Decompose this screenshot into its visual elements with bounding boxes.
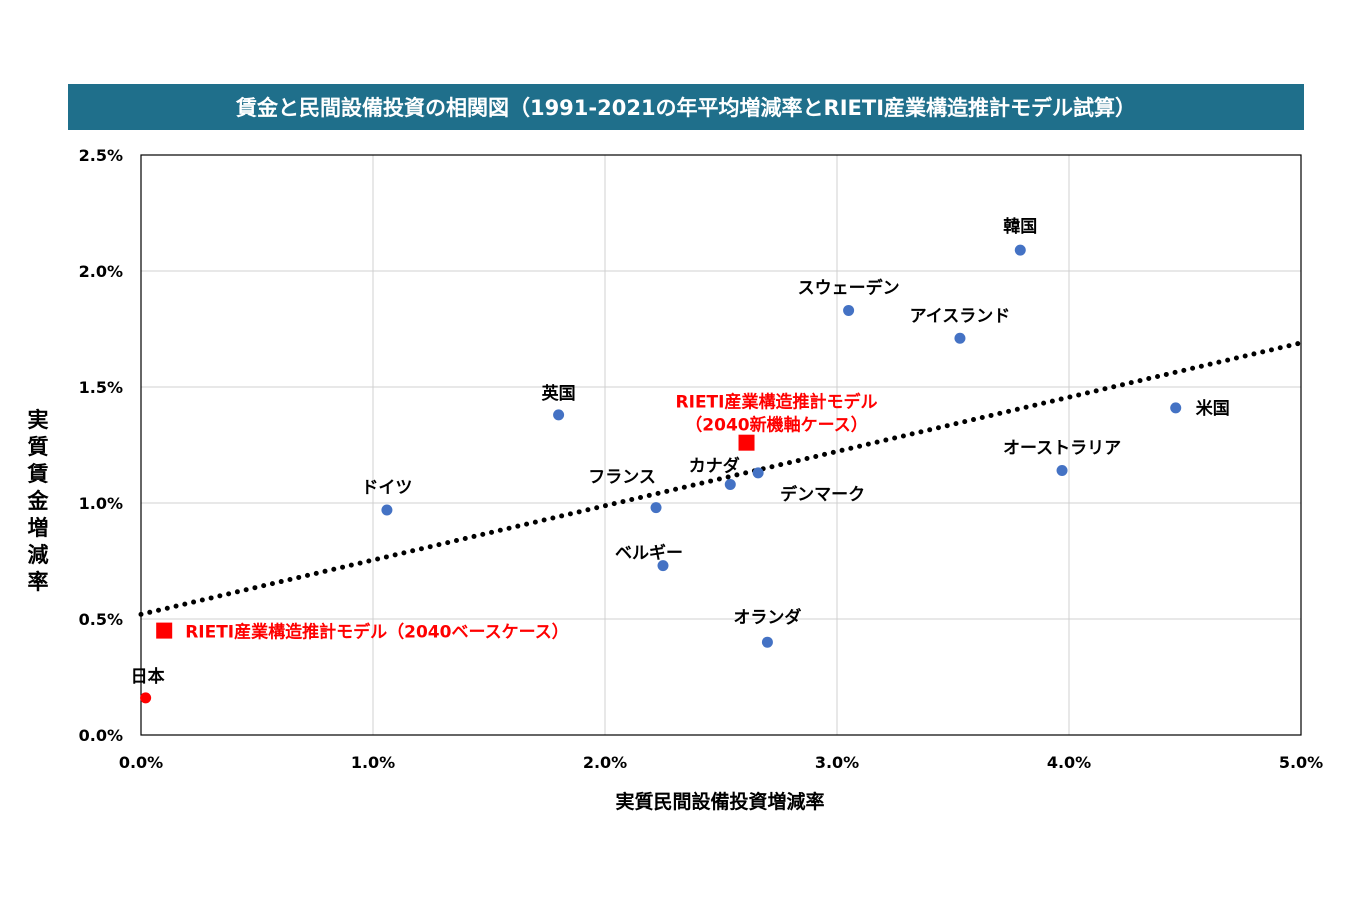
- point-label: カナダ: [689, 455, 740, 476]
- data-point: [752, 467, 764, 479]
- chart-title: 賃金と民間設備投資の相関図（1991-2021の年平均増減率とRIETI産業構造…: [68, 84, 1304, 130]
- model-point: [156, 622, 173, 639]
- point-label: スウェーデン: [798, 277, 900, 298]
- model-point: [738, 434, 755, 451]
- x-tick-label: 4.0%: [1047, 753, 1091, 772]
- data-point: [140, 692, 152, 704]
- x-tick-label: 2.0%: [583, 753, 627, 772]
- point-label: アイスランド: [910, 306, 1011, 326]
- x-tick-label: 1.0%: [351, 753, 395, 772]
- plot-frame: [140, 154, 1302, 736]
- trendline-layer: [138, 340, 1304, 617]
- point-label: フランス: [588, 468, 656, 488]
- point-label: 英国: [542, 383, 576, 404]
- x-tick-label: 3.0%: [815, 753, 859, 772]
- point-label: 米国: [1196, 398, 1230, 419]
- y-tick-label: 0.0%: [79, 726, 123, 745]
- y-tick-label: 2.0%: [79, 262, 123, 281]
- point-label: 韓国: [1003, 216, 1037, 237]
- data-point: [724, 478, 736, 490]
- x-tick-label: 5.0%: [1279, 753, 1323, 772]
- point-label: オランダ: [733, 607, 801, 628]
- data-point: [553, 409, 565, 421]
- x-tick-label: 0.0%: [119, 753, 163, 772]
- data-point: [954, 332, 966, 344]
- data-point: [1014, 244, 1026, 256]
- point-label: デンマーク: [780, 484, 865, 505]
- data-point: [381, 504, 393, 516]
- data-point: [657, 560, 669, 572]
- data-point: [761, 636, 773, 648]
- y-tick-label: 2.5%: [79, 146, 123, 165]
- model-label: RIETI産業構造推計モデル: [676, 392, 878, 413]
- y-tick-label: 1.0%: [79, 494, 123, 513]
- y-tick-label: 1.5%: [79, 378, 123, 397]
- y-tick-label: 0.5%: [79, 610, 123, 629]
- model-label: （2040新機軸ケース）: [685, 415, 867, 436]
- point-label: 日本: [131, 666, 165, 687]
- data-point: [650, 502, 662, 514]
- y-axis-label: 実質賃金増減率: [27, 408, 50, 594]
- tick-labels: 0.0% 1.0% 2.0% 3.0% 4.0% 5.0% 0.0% 0.5% 1.0% 1.5%…: [79, 146, 1324, 772]
- data-point: [1056, 465, 1068, 477]
- point-label: オーストラリア: [1003, 439, 1121, 459]
- trendline: [138, 340, 1304, 617]
- point-label: ドイツ: [361, 478, 412, 498]
- model-label: RIETI産業構造推計モデル（2040ベースケース）: [185, 622, 569, 643]
- x-axis-label: 実質民間設備投資増減率: [615, 790, 824, 813]
- point-label: ベルギー: [615, 544, 683, 564]
- data-point: [843, 304, 855, 316]
- grid-lines: [140, 154, 1302, 736]
- data-point: [1170, 402, 1182, 414]
